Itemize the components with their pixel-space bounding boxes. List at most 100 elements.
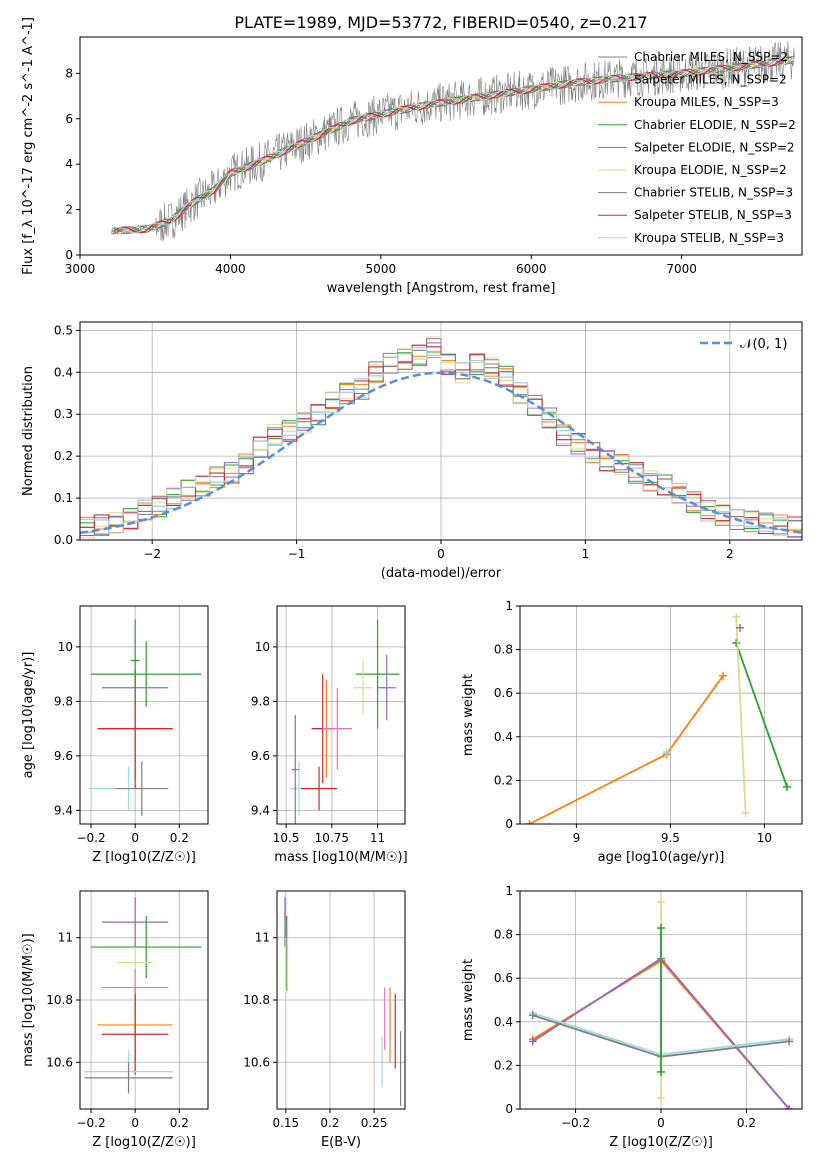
panel-mass_vs_Z: −0.2 0 0.2 10.6 10.8 11 Z [log10(Z/Z☉)] mass [l… bbox=[21, 890, 209, 1150]
model-spectrum-line bbox=[113, 57, 794, 235]
error-bar-point bbox=[300, 766, 338, 811]
y-tick-label: 10.6 bbox=[243, 1055, 270, 1069]
mass-weight-line bbox=[528, 675, 724, 824]
panel-age_vs_Z: −0.2 0 0.2 9.4 9.6 9.8 10 Z [log10(Z/Z☉)] age [l… bbox=[21, 605, 209, 865]
plot-area-mass_vs_Z bbox=[84, 897, 202, 1094]
y-tick-label: 0.8 bbox=[494, 643, 513, 657]
y-tick-label: 4 bbox=[65, 157, 73, 171]
mass-weight-line bbox=[735, 616, 747, 814]
legend-label: Chabrier STELIB, N_SSP=3 bbox=[634, 186, 793, 200]
x-axis-label: (data-model)/error bbox=[381, 566, 502, 581]
panel-mass_weight_vs_Z: −0.2 0 0.2 0 0.2 0.4 0.6 0.8 1 Z [log10(Z/Z☉)] mas… bbox=[461, 884, 803, 1150]
y-tick-label: 2 bbox=[65, 203, 73, 217]
x-axis-label: wavelength [Angstrom, rest frame] bbox=[327, 281, 556, 296]
x-tick-label: 2 bbox=[726, 547, 734, 561]
axes-frame bbox=[519, 605, 803, 825]
y-tick-label: 10.6 bbox=[46, 1055, 73, 1069]
x-tick-label: 0.15 bbox=[272, 1116, 299, 1130]
observed-spectrum-line bbox=[111, 41, 795, 242]
y-tick-label: 0.4 bbox=[494, 1015, 513, 1029]
y-tick-label: 0.8 bbox=[494, 928, 513, 942]
x-tick-label: 10.75 bbox=[315, 831, 349, 845]
x-tick-label: 11 bbox=[370, 831, 385, 845]
y-axis-label: mass weight bbox=[461, 959, 476, 1041]
axes-frame bbox=[79, 605, 209, 825]
y-tick-label: 0.5 bbox=[54, 323, 73, 337]
y-tick-label: 9.4 bbox=[54, 803, 73, 817]
y-tick-label: 8 bbox=[65, 66, 73, 80]
histogram-step bbox=[80, 347, 802, 534]
y-tick-label: 9.4 bbox=[251, 803, 270, 817]
y-tick-label: 0.4 bbox=[494, 730, 513, 744]
plot-area-age_vs_Z bbox=[88, 619, 202, 816]
error-bar-point bbox=[84, 1062, 173, 1094]
panel-mass_vs_ebv: 0.15 0.2 0.25 10.6 10.8 11 E(B-V) bbox=[243, 890, 406, 1150]
y-tick-label: 10.8 bbox=[46, 993, 73, 1007]
error-bar-point bbox=[130, 619, 140, 702]
panel-spectrum: 3000 4000 5000 6000 7000 0 2 4 6 8 wavelength [Ang… bbox=[21, 17, 803, 296]
x-axis-label: Z [log10(Z/Z☉)] bbox=[609, 1135, 713, 1150]
y-tick-label: 0.2 bbox=[494, 773, 513, 787]
x-tick-label: 0 bbox=[657, 1116, 665, 1130]
x-tick-label: 0.2 bbox=[737, 1116, 756, 1130]
figure-title: PLATE=1989, MJD=53772, FIBERID=0540, z=0… bbox=[234, 13, 647, 32]
plot-area-mass_weight_vs_Z bbox=[528, 897, 794, 1109]
y-axis-label: mass [log10(M/M☉)] bbox=[21, 933, 36, 1066]
y-axis-label: mass weight bbox=[461, 674, 476, 756]
x-tick-label: 10 bbox=[757, 831, 772, 845]
gaussian-curve bbox=[80, 371, 802, 534]
error-bar-point bbox=[102, 993, 169, 1075]
x-tick-label: 3000 bbox=[65, 262, 96, 276]
legend-label: 𝒩(0, 1) bbox=[740, 337, 787, 352]
error-bar-point bbox=[355, 619, 400, 729]
y-tick-label: 10 bbox=[58, 640, 73, 654]
x-tick-label: 6000 bbox=[516, 262, 547, 276]
x-axis-label: Z [log10(Z/Z☉)] bbox=[92, 850, 196, 865]
x-tick-label: 0.2 bbox=[170, 831, 189, 845]
x-tick-label: −2 bbox=[143, 547, 161, 561]
y-tick-label: 0.1 bbox=[54, 491, 73, 505]
x-tick-label: 10.5 bbox=[273, 831, 300, 845]
y-tick-label: 0 bbox=[65, 248, 73, 262]
x-tick-label: 0 bbox=[131, 831, 139, 845]
error-bar-point bbox=[115, 761, 169, 816]
y-axis-label: Flux [f_λ 10^-17 erg cm^-2 s^-1 A^-1] bbox=[21, 17, 36, 275]
x-tick-label: 0 bbox=[131, 1116, 139, 1130]
x-tick-label: 7000 bbox=[666, 262, 697, 276]
error-bar-point bbox=[91, 915, 202, 979]
y-tick-label: 0.2 bbox=[54, 449, 73, 463]
y-tick-label: 10.8 bbox=[243, 993, 270, 1007]
x-tick-label: 9.5 bbox=[661, 831, 680, 845]
y-axis-label: age [log10(age/yr)] bbox=[21, 652, 36, 779]
error-bar-point bbox=[322, 687, 352, 770]
legend-label: Kroupa MILES, N_SSP=3 bbox=[634, 95, 779, 109]
y-tick-label: 0 bbox=[505, 817, 513, 831]
y-tick-label: 9.6 bbox=[251, 749, 270, 763]
mass-weight-line bbox=[735, 642, 788, 788]
x-tick-label: 9 bbox=[573, 831, 581, 845]
x-tick-label: −0.2 bbox=[76, 831, 105, 845]
y-tick-label: 0.0 bbox=[54, 533, 73, 547]
x-axis-label: age [log10(age/yr)] bbox=[598, 850, 725, 865]
y-tick-label: 0 bbox=[505, 1102, 513, 1116]
plot-area-mass_weight_vs_age bbox=[525, 612, 791, 824]
legend-label: Kroupa STELIB, N_SSP=3 bbox=[634, 231, 784, 245]
y-tick-label: 11 bbox=[255, 931, 270, 945]
panel-age_vs_mass: 10.5 10.75 11 9.4 9.6 9.8 10 mass [log10(M/M☉)] bbox=[251, 605, 408, 865]
y-tick-label: 1 bbox=[505, 884, 513, 898]
x-tick-label: −1 bbox=[288, 547, 306, 561]
y-tick-label: 0.6 bbox=[494, 971, 513, 985]
y-tick-label: 0.6 bbox=[494, 686, 513, 700]
y-tick-label: 0.4 bbox=[54, 365, 73, 379]
x-axis-label: Z [log10(Z/Z☉)] bbox=[92, 1135, 196, 1150]
x-tick-label: −0.2 bbox=[76, 1116, 105, 1130]
x-axis-label: mass [log10(M/M☉)] bbox=[274, 850, 407, 865]
plot-area-spectrum bbox=[111, 41, 795, 242]
x-axis-label: E(B-V) bbox=[321, 1135, 361, 1150]
plot-area-residuals bbox=[80, 336, 802, 539]
legend-label: Chabrier ELODIE, N_SSP=2 bbox=[634, 118, 796, 132]
model-spectrum-line bbox=[115, 57, 793, 234]
x-tick-label: 0.2 bbox=[320, 1116, 339, 1130]
y-tick-label: 10 bbox=[255, 640, 270, 654]
